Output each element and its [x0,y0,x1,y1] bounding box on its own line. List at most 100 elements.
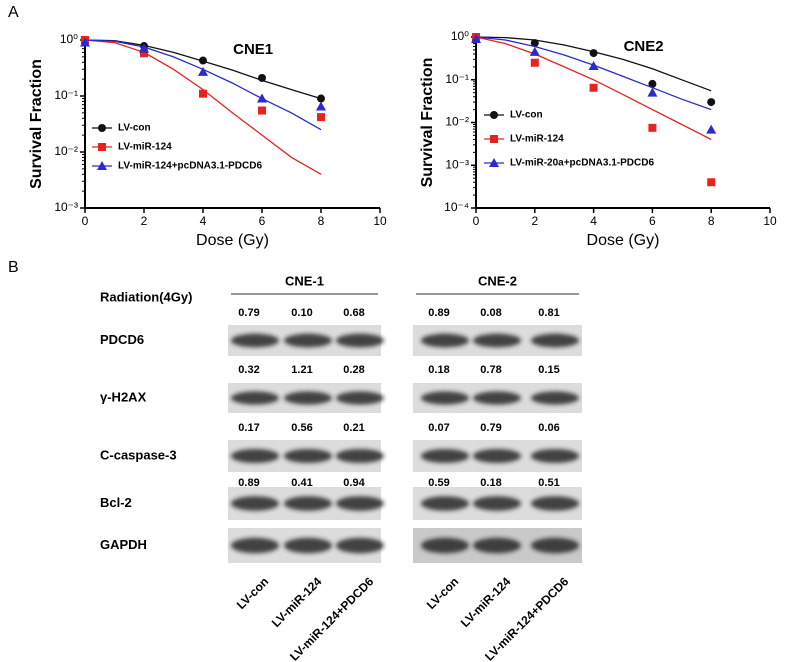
blot-band [231,537,279,554]
legend-label: LV-miR-124+pcDNA3.1-PDCD6 [118,161,262,172]
row-label: PDCD6 [100,332,144,347]
point [317,113,325,122]
blot-band [473,537,521,554]
quant-value: 0.51 [538,477,559,489]
point [258,106,266,115]
lane-label: LV-miR-124 [458,574,514,630]
y-tick-label: 10⁻³ [445,157,469,171]
y-tick-label: 10⁰ [451,29,469,43]
y-tick-label: 10⁻¹ [445,72,469,86]
fit-curve [84,39,322,175]
lane-label: LV-miR-124 [269,574,325,630]
legend-marker [490,135,498,143]
quant-value: 0.32 [238,364,259,376]
fit-curve [475,36,712,141]
quant-value: 0.89 [238,477,259,489]
blot-band [231,448,279,464]
blot-band [284,496,332,511]
x-axis-label: Dose (Gy) [587,232,660,249]
point [706,124,717,134]
x-tick-label: 0 [82,214,89,228]
row-label: Bcl-2 [100,495,132,510]
point [529,46,540,56]
y-tick-label: 10⁻² [445,115,469,129]
row-label: γ-H2AX [100,389,147,404]
blot-band [473,448,521,464]
point [471,33,481,43]
blot-band [231,496,279,511]
legend-marker [490,111,498,119]
x-tick-label: 8 [318,214,325,228]
point [648,123,657,132]
x-tick-label: 2 [141,214,148,228]
blot-band [473,391,521,405]
quant-value: 0.78 [480,364,501,376]
quant-value: 1.21 [291,364,312,376]
blot-band [284,448,332,464]
quant-value: 0.18 [428,364,449,376]
quant-value: 0.08 [480,307,501,319]
point [317,94,325,103]
point [648,79,657,88]
y-tick-label: 10⁻² [54,144,78,158]
blot-band [531,448,579,464]
point [707,178,716,187]
point [258,73,266,82]
point [80,37,90,47]
point [530,39,539,48]
blot-band [284,333,332,348]
x-axis-label: Dose (Gy) [196,232,269,249]
point [199,89,207,98]
blot-band [336,391,384,405]
blot-band [421,537,469,554]
y-axis-label: Survival Fraction [419,58,436,188]
quant-value: 0.68 [343,307,364,319]
point [316,101,326,111]
legend-marker [97,161,107,170]
legend-label: LV-miR-20a+pcDNA3.1-PDCD6 [510,158,654,169]
blot-band [336,448,384,464]
blot-band [336,537,384,554]
quant-value: 0.59 [428,477,449,489]
x-tick-label: 4 [590,214,597,228]
point [257,93,267,103]
y-tick-label: 10⁻⁴ [444,200,469,214]
legend-marker [98,124,106,132]
blot-band [336,333,384,348]
quant-value: 0.89 [428,307,449,319]
x-tick-label: 4 [200,214,207,228]
quant-value: 0.15 [538,364,559,376]
y-tick-label: 10⁻¹ [54,88,78,102]
blot-band [473,333,521,348]
legend-label: LV-miR-124 [510,134,564,145]
group-title: CNE-1 [285,273,324,288]
y-tick-label: 10⁻³ [54,200,78,214]
point [589,83,598,92]
panel-label: A [8,4,19,21]
legend-label: LV-miR-124 [118,142,172,153]
point [530,58,539,67]
quant-value: 0.28 [343,364,364,376]
blot-band [231,391,279,405]
blot-band [531,391,579,405]
x-tick-label: 10 [373,214,387,228]
point [588,60,599,70]
lane-label: LV-con [234,574,272,612]
legend-label: LV-con [118,123,151,134]
legend-label: LV-con [510,110,543,121]
legend-marker [489,158,499,167]
fit-curve [475,36,712,111]
x-tick-label: 8 [708,214,715,228]
blot-band [531,537,579,554]
lane-label: LV-con [424,574,462,612]
x-tick-label: 6 [259,214,266,228]
quant-value: 0.17 [238,422,259,434]
blot-band [421,391,469,405]
quant-value: 0.94 [343,477,365,489]
quant-value: 0.07 [428,422,449,434]
chart-title: CNE1 [233,41,273,58]
blot-band [421,333,469,348]
point [707,98,716,107]
blot-band [531,333,579,348]
